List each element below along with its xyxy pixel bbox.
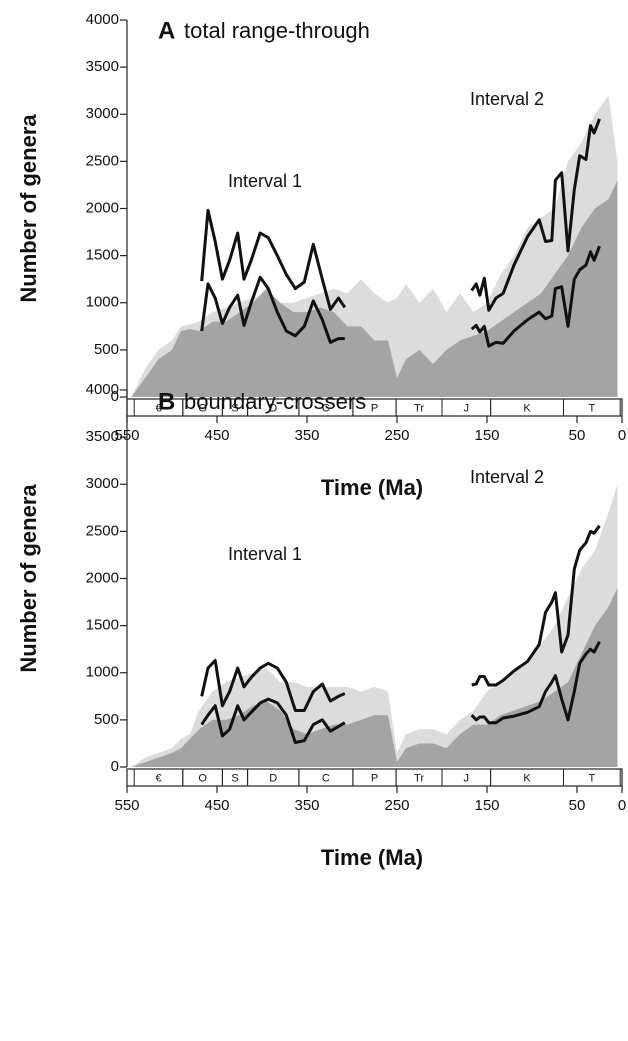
y-tick-label: 3000 bbox=[86, 105, 119, 122]
x-tick-label: 250 bbox=[384, 427, 409, 444]
period-label: Tr bbox=[414, 772, 424, 784]
period-box bbox=[563, 768, 621, 787]
annotation: Interval 1 bbox=[228, 544, 302, 564]
annotation: Interval 2 bbox=[470, 467, 544, 487]
y-tick-label: 1000 bbox=[86, 664, 119, 681]
period-label: O bbox=[198, 772, 207, 784]
y-tick-label: 1000 bbox=[86, 294, 119, 311]
y-tick-label: 3500 bbox=[86, 58, 119, 75]
series-line bbox=[200, 658, 346, 712]
y-tick-label: 3000 bbox=[86, 475, 119, 492]
x-axis-title: Time (Ma) bbox=[321, 475, 423, 500]
period-label: O bbox=[198, 402, 207, 414]
period-label: D bbox=[269, 772, 277, 784]
period-label: J bbox=[464, 772, 470, 784]
period-box bbox=[563, 398, 621, 417]
y-tick-label: 2500 bbox=[86, 152, 119, 169]
x-tick-label: 150 bbox=[474, 427, 499, 444]
x-tick-label: 0 bbox=[618, 797, 626, 814]
x-tick-label: 50 bbox=[569, 797, 586, 814]
period-label: C bbox=[322, 402, 330, 414]
x-tick-label: 550 bbox=[114, 797, 139, 814]
x-tick-label: 150 bbox=[474, 797, 499, 814]
series-line bbox=[200, 208, 347, 311]
x-tick-label: 250 bbox=[384, 797, 409, 814]
shaded-area bbox=[131, 180, 618, 397]
period-label: Tr bbox=[414, 402, 424, 414]
period-label: C bbox=[322, 772, 330, 784]
series-line bbox=[200, 697, 346, 744]
y-tick-label: 4000 bbox=[86, 381, 119, 398]
y-tick-label: 2000 bbox=[86, 199, 119, 216]
panel-title: total range-through bbox=[184, 18, 370, 43]
series-line bbox=[471, 524, 601, 687]
period-label: T bbox=[588, 402, 595, 414]
x-tick-label: 0 bbox=[618, 427, 626, 444]
y-tick-label: 0 bbox=[111, 388, 119, 405]
period-label: S bbox=[231, 772, 238, 784]
y-tick-label: 500 bbox=[94, 711, 119, 728]
series-line bbox=[200, 275, 345, 344]
period-label: K bbox=[523, 772, 531, 784]
x-axis-title: Time (Ma) bbox=[321, 845, 423, 870]
shaded-area bbox=[131, 484, 618, 767]
period-label: J bbox=[464, 402, 470, 414]
series-line bbox=[470, 640, 601, 725]
period-label: P bbox=[371, 772, 378, 784]
period-label: S bbox=[231, 402, 238, 414]
y-tick-label: 2500 bbox=[86, 522, 119, 539]
y-axis-title: Number of genera bbox=[16, 484, 41, 673]
y-tick-label: 0 bbox=[111, 758, 119, 775]
y-tick-label: 1500 bbox=[86, 247, 119, 264]
y-tick-label: 2000 bbox=[86, 569, 119, 586]
y-tick-label: 3500 bbox=[86, 428, 119, 445]
y-tick-label: 500 bbox=[94, 341, 119, 358]
annotation: Interval 2 bbox=[470, 89, 544, 109]
panel-title: boundary-crossers bbox=[184, 389, 366, 414]
period-label: P bbox=[371, 402, 378, 414]
y-axis-title: Number of genera bbox=[16, 114, 41, 303]
x-tick-label: 350 bbox=[294, 427, 319, 444]
period-label: K bbox=[523, 402, 531, 414]
x-tick-label: 350 bbox=[294, 797, 319, 814]
panel-letter: B bbox=[158, 388, 175, 415]
period-label: € bbox=[155, 402, 161, 414]
series-line bbox=[470, 118, 601, 312]
period-label: T bbox=[588, 772, 595, 784]
panel-letter: A bbox=[158, 17, 175, 44]
period-label: D bbox=[269, 402, 277, 414]
series-line bbox=[470, 245, 601, 348]
x-tick-label: 450 bbox=[204, 427, 229, 444]
x-tick-label: 50 bbox=[569, 427, 586, 444]
x-tick-label: 450 bbox=[204, 797, 229, 814]
annotation: Interval 1 bbox=[228, 171, 302, 191]
y-tick-label: 1500 bbox=[86, 617, 119, 634]
period-label: € bbox=[155, 772, 161, 784]
y-tick-label: 4000 bbox=[86, 11, 119, 28]
